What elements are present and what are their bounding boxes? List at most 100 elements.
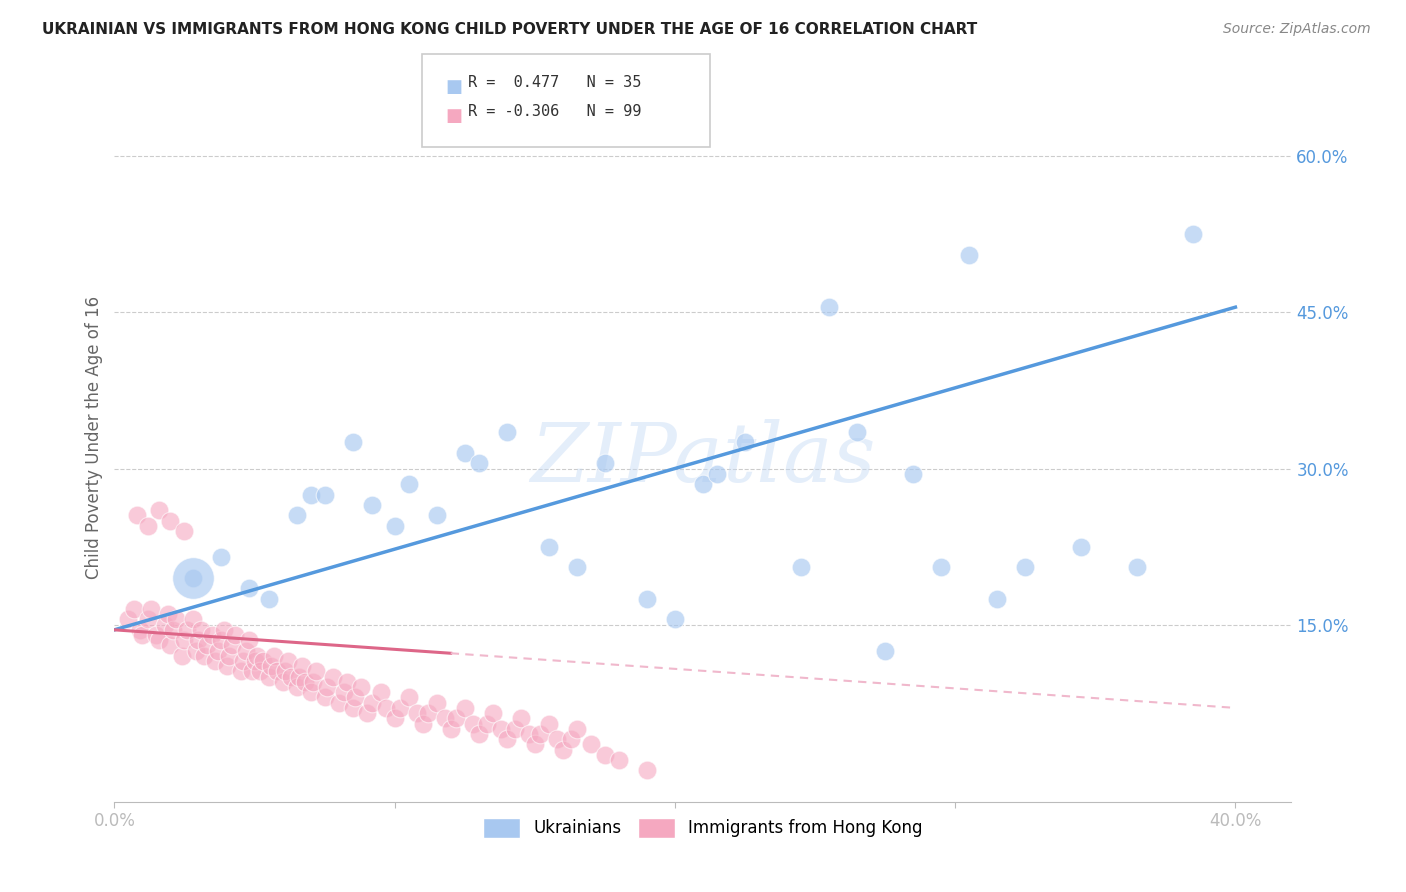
Point [356, 706, 378, 720]
Point [495, 425, 517, 439]
Point [181, 612, 204, 626]
Point [235, 643, 257, 657]
Point [398, 477, 420, 491]
Point [426, 508, 449, 523]
Point [489, 722, 512, 736]
Point [314, 487, 336, 501]
Point [274, 665, 297, 679]
Point [434, 711, 457, 725]
Point [159, 514, 181, 528]
Point [181, 571, 204, 585]
Point [314, 690, 336, 705]
Point [201, 628, 224, 642]
Text: Source: ZipAtlas.com: Source: ZipAtlas.com [1223, 22, 1371, 37]
Point [117, 612, 139, 626]
Point [162, 623, 184, 637]
Point [517, 727, 540, 741]
Point [333, 685, 356, 699]
Text: R = -0.306   N = 99: R = -0.306 N = 99 [468, 104, 641, 120]
Point [243, 654, 266, 668]
Point [1182, 227, 1205, 242]
Point [291, 659, 314, 673]
Point [299, 685, 322, 699]
Point [875, 643, 897, 657]
Point [523, 737, 546, 751]
Point [122, 602, 145, 616]
Point [957, 248, 980, 262]
Point [125, 508, 148, 523]
Point [342, 435, 364, 450]
Point [221, 639, 243, 653]
Point [593, 456, 616, 470]
Point [285, 508, 308, 523]
Point [285, 680, 308, 694]
Point [184, 643, 207, 657]
Point [170, 648, 193, 663]
Point [148, 503, 170, 517]
Point [375, 701, 398, 715]
Point [537, 716, 560, 731]
Point [288, 670, 311, 684]
Point [176, 623, 198, 637]
Point [440, 722, 463, 736]
Point [148, 633, 170, 648]
Point [232, 654, 254, 668]
Point [481, 706, 503, 720]
Point [560, 732, 582, 747]
Point [636, 591, 658, 606]
Point [328, 696, 350, 710]
Point [398, 690, 420, 705]
Point [901, 467, 924, 481]
Point [446, 711, 468, 725]
Point [131, 628, 153, 642]
Point [495, 732, 517, 747]
Point [252, 654, 274, 668]
Point [846, 425, 869, 439]
Point [509, 711, 531, 725]
Point [734, 435, 756, 450]
Point [467, 727, 489, 741]
Point [529, 727, 551, 741]
Point [257, 591, 280, 606]
Point [475, 716, 498, 731]
Point [209, 633, 232, 648]
Point [190, 623, 212, 637]
Point [551, 742, 574, 756]
Text: UKRAINIAN VS IMMIGRANTS FROM HONG KONG CHILD POVERTY UNDER THE AGE OF 16 CORRELA: UKRAINIAN VS IMMIGRANTS FROM HONG KONG C… [42, 22, 977, 37]
Point [1126, 560, 1149, 574]
Point [249, 665, 271, 679]
Point [277, 654, 299, 668]
Point [370, 685, 392, 699]
Point [215, 659, 238, 673]
Point [454, 446, 477, 460]
Point [1070, 540, 1092, 554]
Point [136, 612, 159, 626]
Point [263, 648, 285, 663]
Point [257, 670, 280, 684]
Point [139, 602, 162, 616]
Point [361, 696, 384, 710]
Point [246, 648, 269, 663]
Point [790, 560, 813, 574]
Point [299, 487, 322, 501]
Point [260, 659, 283, 673]
Point [664, 612, 686, 626]
Point [384, 518, 406, 533]
Point [128, 623, 150, 637]
Point [426, 696, 449, 710]
Point [929, 560, 952, 574]
Point [159, 639, 181, 653]
Point [322, 670, 344, 684]
Point [418, 706, 440, 720]
Point [181, 571, 204, 585]
Point [412, 716, 434, 731]
Point [266, 665, 288, 679]
Point [389, 701, 412, 715]
Point [187, 633, 209, 648]
Point [207, 643, 229, 657]
Point [384, 711, 406, 725]
Text: ■: ■ [446, 107, 463, 125]
Point [336, 674, 359, 689]
Point [218, 648, 240, 663]
Point [607, 753, 630, 767]
